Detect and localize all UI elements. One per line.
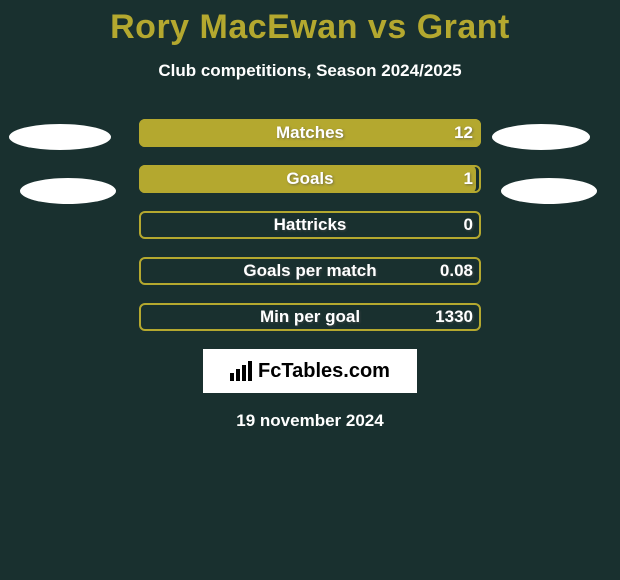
stat-value: 1330: [139, 303, 473, 331]
stat-value: 0: [139, 211, 473, 239]
logo-text: FcTables.com: [258, 360, 390, 383]
logo-bars-icon: [230, 361, 254, 381]
logo-box: FcTables.com: [203, 349, 417, 393]
stat-row: Hattricks0: [0, 211, 620, 239]
comparison-infographic: Rory MacEwan vs Grant Club competitions,…: [0, 0, 620, 580]
stat-row: Matches12: [0, 119, 620, 147]
page-title: Rory MacEwan vs Grant: [0, 0, 620, 47]
stat-row: Goals1: [0, 165, 620, 193]
page-subtitle: Club competitions, Season 2024/2025: [0, 61, 620, 81]
stat-row: Min per goal1330: [0, 303, 620, 331]
date-label: 19 november 2024: [0, 411, 620, 431]
stat-value: 0.08: [139, 257, 473, 285]
stat-value: 1: [139, 165, 473, 193]
logo: FcTables.com: [230, 360, 390, 383]
stat-row: Goals per match0.08: [0, 257, 620, 285]
stats-list: Matches12 Goals1 Hattricks0 Goals per match…: [0, 119, 620, 331]
stat-value: 12: [139, 119, 473, 147]
